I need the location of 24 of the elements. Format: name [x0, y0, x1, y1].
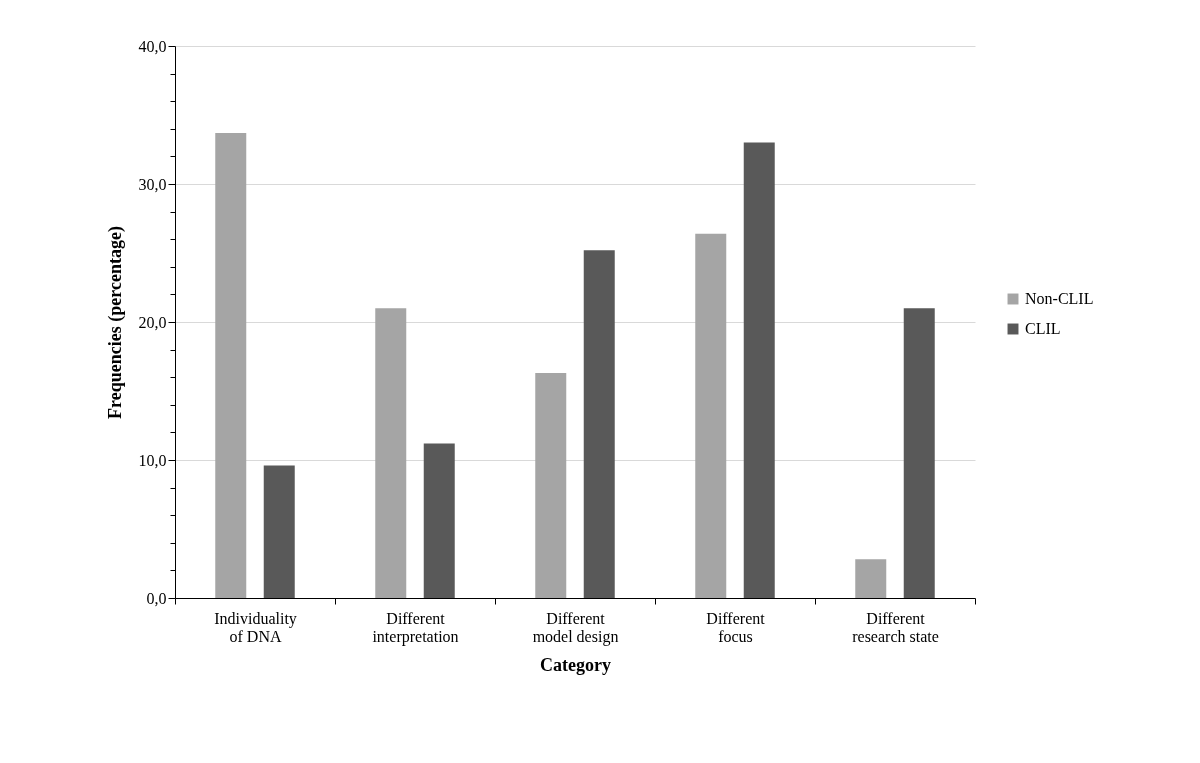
- y-tick-label: 0,0: [146, 589, 167, 607]
- x-tick-label: Different model design: [532, 609, 619, 646]
- x-tick-label: Different research state: [852, 609, 939, 645]
- bar: [263, 465, 295, 598]
- bar: [695, 233, 727, 598]
- x-tick-label: Individuality of DNA: [214, 609, 297, 645]
- bar: [583, 250, 615, 598]
- y-tick-label: 40,0: [138, 37, 167, 55]
- y-tick-label: 10,0: [138, 451, 167, 469]
- bar: [375, 308, 407, 598]
- bar: [743, 142, 775, 598]
- y-tick-label: 30,0: [138, 175, 167, 193]
- bar: [855, 559, 887, 598]
- y-tick-label: 20,0: [138, 313, 167, 331]
- bar: [903, 308, 935, 598]
- legend-label: Non-CLIL: [1025, 290, 1094, 307]
- bar: [535, 373, 567, 598]
- bar: [215, 132, 247, 598]
- y-axis-title: Frequencies (percentage): [104, 226, 126, 419]
- x-tick-label: Different focus: [706, 609, 766, 645]
- bar: [423, 443, 455, 598]
- legend-label: CLIL: [1025, 320, 1061, 337]
- x-axis-title: Category: [540, 654, 611, 675]
- x-tick-label: Different interpretation: [372, 609, 459, 646]
